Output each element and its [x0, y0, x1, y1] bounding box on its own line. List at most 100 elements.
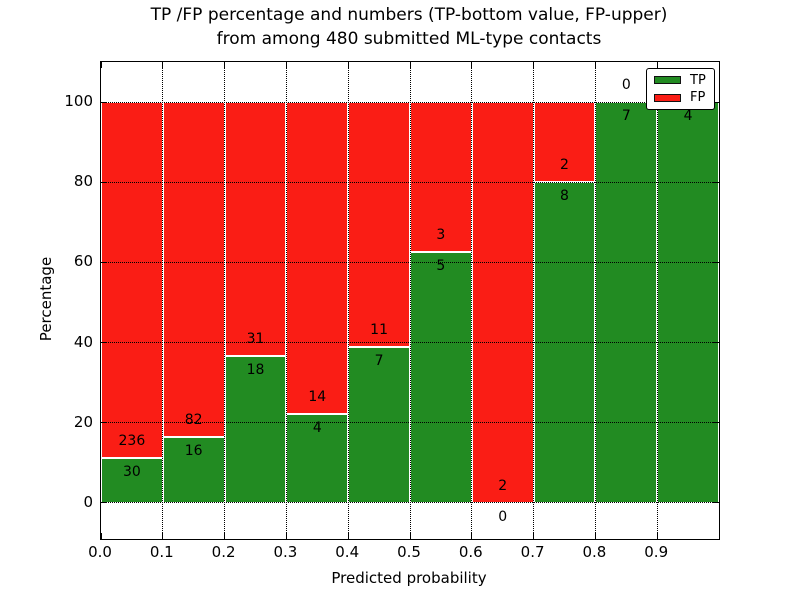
legend-label: FP: [690, 90, 706, 106]
chart-title-line1: TP /FP percentage and numbers (TP-bottom…: [150, 5, 668, 25]
y-tick-mark: [101, 502, 107, 504]
bar-tp-segment: [657, 102, 719, 503]
x-tick-label: 0.3: [273, 543, 298, 561]
bar-fp-segment: [224, 102, 287, 356]
bar-tp-count-label: 7: [374, 353, 384, 370]
x-tick-mark-top: [347, 62, 349, 68]
x-tick-label: 0.5: [397, 543, 421, 561]
x-tick-mark-top: [162, 62, 164, 68]
legend-swatch-fp: [654, 93, 681, 102]
y-tick-mark-right: [713, 502, 719, 504]
bar-tp-segment: [101, 457, 163, 503]
bar-tp-segment: [595, 102, 658, 503]
bar-tp-count-label: 0: [498, 508, 508, 525]
gridline-horizontal: [101, 342, 719, 344]
x-tick-mark: [471, 533, 473, 539]
x-tick-label: 0.8: [582, 543, 607, 561]
y-tick-label: 0: [83, 492, 93, 511]
bar-tp-count-label: 5: [436, 258, 446, 275]
x-tick-label: 0.9: [644, 543, 669, 561]
x-tick-mark-top: [471, 62, 473, 68]
gridline-vertical: [594, 62, 596, 539]
y-tick-label: 60: [73, 252, 93, 271]
bar-tp-count-label: 18: [246, 361, 265, 378]
legend-label: TP: [690, 72, 706, 88]
x-tick-mark-top: [594, 62, 596, 68]
chart-title-line2: from among 480 submitted ML-type contact…: [216, 29, 602, 49]
gridline-horizontal: [101, 101, 719, 103]
legend: TP FP: [646, 68, 715, 110]
y-tick-label: 40: [73, 332, 93, 351]
x-tick-mark: [162, 533, 164, 539]
gridline-horizontal: [101, 422, 719, 424]
bar-fp-count-label: 2: [498, 477, 508, 494]
bar-fp-count-label: 236: [118, 432, 146, 449]
y-tick-mark-right: [713, 422, 719, 424]
y-tick-mark-right: [713, 261, 719, 263]
y-tick-label: 80: [73, 172, 93, 191]
bar-tp-count-label: 4: [312, 419, 322, 436]
x-tick-mark: [100, 533, 102, 539]
legend-entry: FP: [654, 91, 714, 104]
gridline-vertical: [656, 62, 658, 539]
bar-fp-segment: [471, 102, 534, 503]
x-tick-mark-top: [656, 62, 658, 68]
y-tick-mark-right: [713, 342, 719, 344]
legend-entry: TP: [654, 74, 714, 87]
x-tick-mark: [285, 533, 287, 539]
bar-tp-segment: [224, 355, 287, 503]
x-tick-mark: [409, 533, 411, 539]
bar-tp-count-label: 7: [621, 108, 631, 125]
bar-fp-segment: [101, 102, 163, 458]
x-tick-mark: [533, 533, 535, 539]
bar-fp-segment: [162, 102, 225, 438]
bar-fp-count-label: 31: [246, 330, 265, 347]
x-tick-mark-top: [285, 62, 287, 68]
bar-tp-count-label: 16: [184, 443, 203, 460]
bar-fp-count-label: 14: [308, 388, 327, 405]
y-tick-mark: [101, 261, 107, 263]
bar-tp-segment: [410, 252, 472, 503]
bar-fp-count-label: 82: [184, 412, 203, 429]
x-tick-label: 0.2: [211, 543, 236, 561]
y-tick-label: 20: [73, 412, 93, 431]
bar-tp-count-label: 4: [683, 108, 693, 125]
y-tick-mark: [101, 181, 107, 183]
x-tick-mark-top: [409, 62, 411, 68]
x-tick-mark: [656, 533, 658, 539]
x-tick-label: 0.4: [335, 543, 360, 561]
gridline-vertical: [409, 62, 411, 539]
bar-fp-count-label: 0: [621, 77, 631, 94]
y-tick-mark: [101, 342, 107, 344]
y-tick-mark: [101, 422, 107, 424]
bar-fp-count-label: 3: [436, 227, 446, 244]
gridline-vertical: [533, 62, 535, 539]
y-tick-mark: [101, 101, 107, 103]
bar-tp-segment: [162, 437, 225, 503]
bar-fp-segment: [348, 102, 410, 348]
x-tick-label: 0.6: [458, 543, 483, 561]
x-tick-mark-top: [533, 62, 535, 68]
x-tick-mark-top: [224, 62, 226, 68]
bar-tp-count-label: 30: [122, 463, 141, 480]
x-tick-mark: [347, 533, 349, 539]
bar-fp-segment: [286, 102, 349, 414]
x-tick-label: 0.1: [149, 543, 174, 561]
bar-fp-count-label: 11: [370, 322, 389, 339]
x-tick-mark: [224, 533, 226, 539]
bar-tp-segment: [348, 347, 410, 503]
y-tick-mark-right: [713, 181, 719, 183]
gridline-horizontal: [101, 502, 719, 504]
gridline-vertical: [224, 62, 226, 539]
gridline-horizontal: [101, 261, 719, 263]
gridline-horizontal: [101, 181, 719, 183]
x-tick-label: 0.0: [88, 543, 112, 561]
gridline-vertical: [471, 62, 473, 539]
gridline-vertical: [162, 62, 164, 539]
gridline-vertical: [347, 62, 349, 539]
bar-tp-count-label: 8: [560, 188, 569, 205]
x-tick-mark-top: [100, 62, 102, 68]
legend-swatch-tp: [654, 76, 681, 85]
y-tick-label: 100: [64, 92, 93, 111]
